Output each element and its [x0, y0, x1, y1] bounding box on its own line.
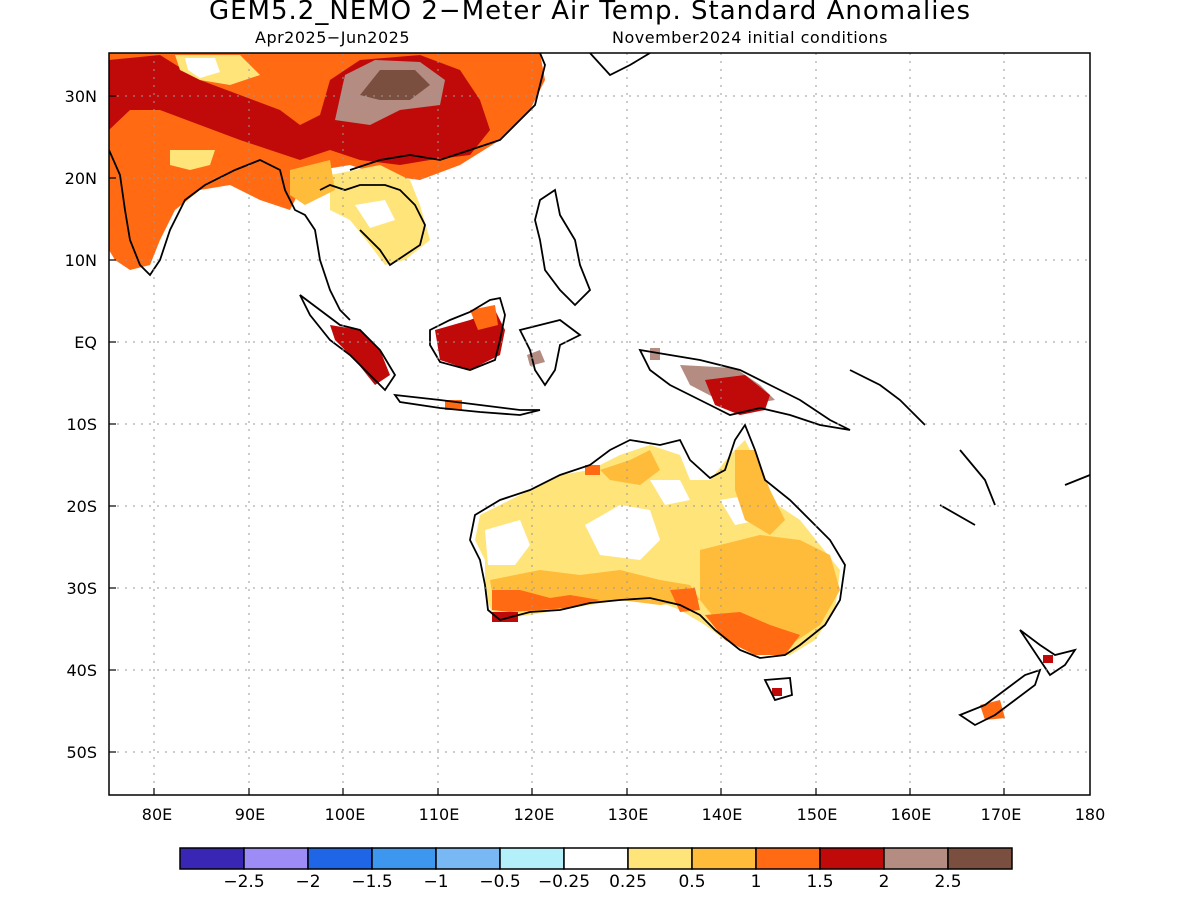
graticule — [109, 53, 1090, 795]
australia-anomaly-darkorange-se — [705, 612, 800, 655]
colorbar-label: −0.5 — [479, 872, 520, 892]
india-anomaly-orange-west — [109, 150, 160, 260]
colorbar-swatch — [627, 847, 693, 870]
lon-label: 110E — [419, 805, 460, 824]
nz-south-coastline — [958, 668, 1042, 727]
lat-label: 30N — [65, 87, 97, 106]
borneo-anomaly-orange — [470, 305, 498, 330]
lon-label: 140E — [702, 805, 743, 824]
australia-anomaly-white-north — [650, 480, 690, 505]
colorbar-swatch — [371, 847, 437, 870]
colorbar-label: 0.5 — [678, 872, 705, 892]
colorbar-swatch — [243, 847, 309, 870]
colorbar-label: 1 — [751, 872, 762, 892]
longitude-labels: 80E 90E 100E 110E 120E 130E 140E 150E 16… — [142, 805, 1106, 824]
colorbar-label: −2 — [295, 872, 320, 892]
java-coastline — [393, 393, 541, 416]
asia-coastline — [109, 53, 546, 321]
indochina-anomaly-orange — [290, 160, 335, 205]
nz-anomaly-north — [1043, 655, 1053, 663]
lon-label: 80E — [142, 805, 172, 824]
lon-label: 90E — [235, 805, 265, 824]
australia-anomaly-orange-north — [600, 450, 660, 485]
colorbar-swatch — [307, 847, 373, 870]
colorbar-label: −2.5 — [223, 872, 264, 892]
australia-anomaly-darkorange-sw — [492, 590, 600, 612]
tasmania-anomaly — [772, 688, 782, 696]
lon-label: 160E — [891, 805, 932, 824]
colorbar-swatch — [947, 847, 1013, 870]
anomaly-fields — [109, 53, 1053, 720]
colorbar-swatch — [499, 847, 565, 870]
australia-anomaly-white-west — [485, 520, 530, 565]
initial-conditions: November2024 initial conditions — [612, 28, 888, 47]
colorbar-swatch — [179, 847, 245, 870]
pacific-islands-coastline — [849, 369, 1090, 526]
coastlines — [109, 53, 1090, 727]
sulawesi-coastline — [518, 319, 582, 387]
latitude-labels: 30N 20N 10N EQ 10S 20S 30S 40S 50S — [65, 87, 97, 762]
lat-label: 40S — [66, 661, 97, 680]
lon-label: 150E — [797, 805, 838, 824]
australia-anomaly-white-central — [585, 505, 660, 560]
colorbar-swatch — [691, 847, 757, 870]
colorbar-swatch — [755, 847, 821, 870]
asia-anomaly-darkbrown — [360, 70, 430, 100]
australia-coastline — [469, 423, 846, 659]
lat-label: 10S — [66, 415, 97, 434]
lon-label: 100E — [325, 805, 366, 824]
indochina-anomaly-white — [355, 200, 395, 228]
lat-label: 20S — [66, 497, 97, 516]
colorbar-swatch — [883, 847, 949, 870]
lon-label: 170E — [981, 805, 1022, 824]
colorbar-swatch — [563, 847, 629, 870]
lon-label: 130E — [608, 805, 649, 824]
colorbar-label: −0.25 — [538, 872, 590, 892]
colorbar-swatch — [819, 847, 885, 870]
lon-label: 120E — [514, 805, 555, 824]
japan-coastline — [589, 53, 651, 77]
colorbar-label: −1 — [423, 872, 448, 892]
asia-anomaly-white-nw — [185, 58, 220, 78]
india-anomaly-yellow — [170, 150, 215, 170]
philippines-coastline — [534, 188, 592, 307]
lat-label: 20N — [65, 169, 97, 188]
australia-anomaly-orange-ne — [735, 450, 785, 535]
colorbar-label: 1.5 — [806, 872, 833, 892]
newguinea-anomaly-nw — [650, 348, 660, 360]
colorbar-swatch — [435, 847, 501, 870]
lat-label: 30S — [66, 579, 97, 598]
sumatra-anomaly — [330, 325, 390, 385]
axis-ticks — [109, 95, 1005, 795]
map-title: GEM5.2_NEMO 2−Meter Air Temp. Standard A… — [208, 0, 972, 26]
australia-anomaly-darkorange-mid — [670, 588, 700, 612]
colorbar-label: 0.25 — [609, 872, 647, 892]
forecast-period: Apr2025−Jun2025 — [255, 28, 411, 47]
australia-anomaly-darkorange-n — [585, 465, 600, 475]
nz-north-coastline — [1019, 629, 1078, 677]
colorbar-label: 2.5 — [934, 872, 961, 892]
colorbar-label: 2 — [879, 872, 890, 892]
colorbar-label: −1.5 — [351, 872, 392, 892]
newguinea-coastline — [638, 348, 851, 431]
lat-label: EQ — [74, 333, 97, 352]
lat-label: 50S — [66, 743, 97, 762]
lon-label: 180 — [1075, 805, 1106, 824]
colorbar: −2.5 −2 −1.5 −1 −0.5 −0.25 0.25 0.5 1 1.5 2 2.5 — [179, 847, 1013, 892]
tasmania-coastline — [763, 677, 793, 702]
borneo-coastline — [429, 296, 506, 371]
lat-label: 10N — [65, 251, 97, 270]
sumatra-coastline — [299, 294, 397, 392]
